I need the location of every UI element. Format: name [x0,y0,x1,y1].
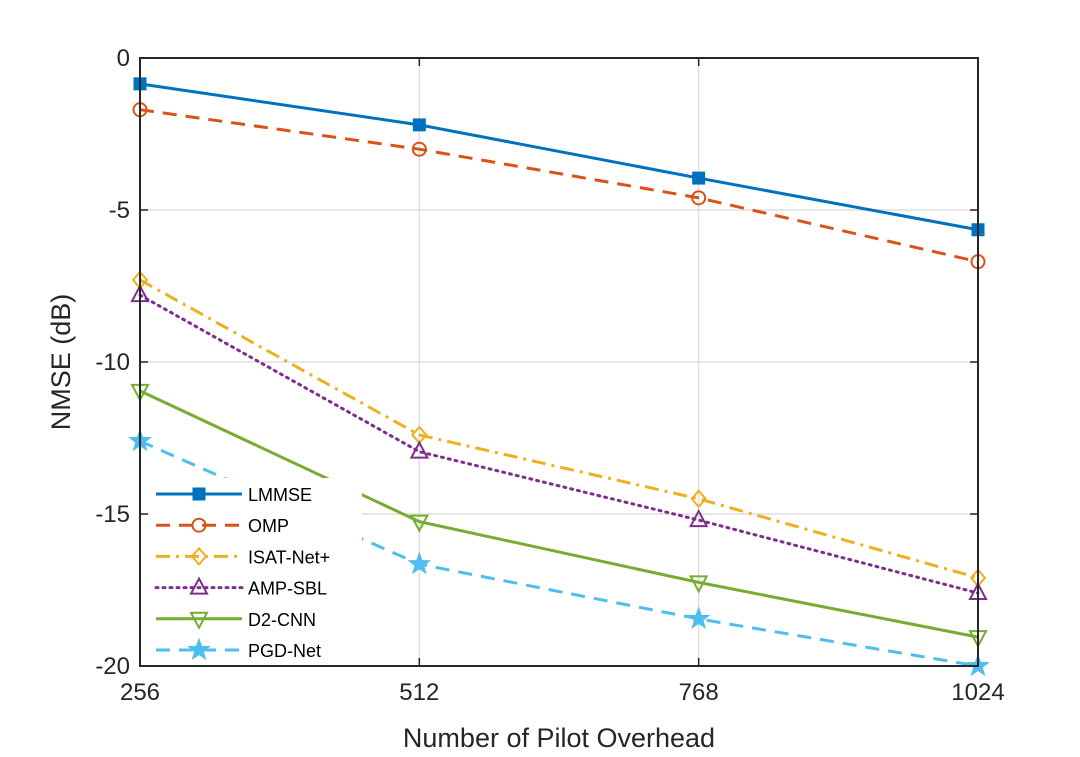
legend-label-d2-cnn: D2-CNN [248,610,316,630]
data-point-lmmse [692,171,706,185]
series-line-amp-sbl [138,293,980,595]
legend-item-omp: OMP [156,516,289,536]
legend-item-pgd-net: PGD-Net [156,637,321,661]
y-axis-label: NMSE (dB) [46,294,76,431]
legend-label-isat-net-: ISAT-Net+ [248,547,330,567]
series-layer [128,77,990,677]
legend-item-lmmse: LMMSE [156,485,312,505]
legend-marker-isat-net- [190,546,208,566]
data-point-pgd-net [407,551,432,575]
legend-marker-lmmse [192,487,206,501]
data-point-omp [411,141,427,157]
x-tick-label: 768 [679,679,719,706]
x-tick-label: 512 [399,679,439,706]
series-lmmse [133,77,985,237]
y-tick-label: 0 [117,45,130,72]
x-tick-label: 1024 [951,679,1004,706]
x-axis-label: Number of Pilot Overhead [403,723,715,753]
legend-item-amp-sbl: AMP-SBL [154,576,327,599]
legend-item-d2-cnn: D2-CNN [156,610,316,630]
series-line-pgd-net [139,439,979,668]
legend-marker-d2-cnn [189,611,209,630]
y-tick-label: -5 [109,197,130,224]
data-point-amp-sbl [409,440,430,459]
data-point-omp [691,190,707,206]
legend-marker-omp [191,517,207,533]
data-point-pgd-net [686,606,711,629]
legend-item-isat-net-: ISAT-Net+ [156,546,330,567]
ticks: 256 512 768 1024 0 -5 -10 -15 -20 [95,45,1004,706]
series-line-d2-cnn [139,389,979,639]
data-point-d2-cnn [689,575,709,594]
legend-marker-amp-sbl [189,576,209,595]
legend-label-omp: OMP [248,516,289,536]
x-tick-label: 256 [120,679,160,706]
y-tick-label: -10 [95,349,130,376]
legend-label-pgd-net: PGD-Net [248,641,321,661]
legend-marker-pgd-net [187,637,211,661]
data-point-isat-net- [690,489,707,509]
legend: LMMSE OMP ISAT-Net+ AMP-SBL D2-CNN PGD-Net [150,478,362,664]
data-point-lmmse [412,118,426,132]
legend-label-lmmse: LMMSE [248,485,312,505]
series-line-lmmse [139,82,979,232]
series-line-omp [139,108,979,264]
legend-box [150,478,362,664]
data-point-amp-sbl [689,508,709,528]
data-point-d2-cnn [409,514,430,533]
y-tick-label: -20 [95,653,130,680]
y-tick-label: -15 [95,501,130,528]
legend-label-amp-sbl: AMP-SBL [248,579,327,599]
